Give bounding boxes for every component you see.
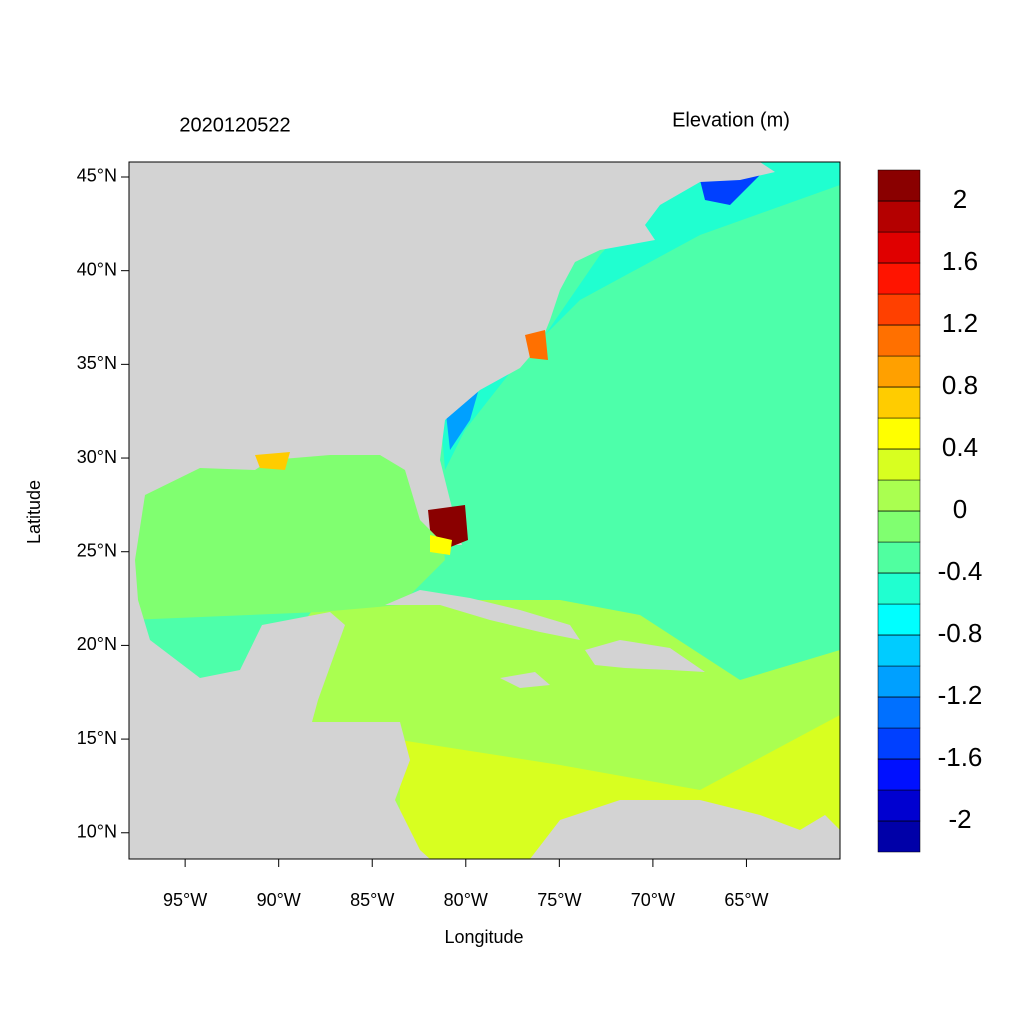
colorbar-label: -1.6 (938, 742, 983, 772)
colorbar-label: 1.2 (942, 308, 978, 338)
colorbar-box (877, 820, 921, 853)
colorbar-title: Elevation (m) (672, 109, 790, 131)
colorbar-box (877, 386, 921, 419)
surge-louisiana (255, 452, 290, 470)
colorbar-box (877, 696, 921, 729)
map-title: 2020120522 (179, 114, 290, 136)
x-tick-label: 75°W (537, 890, 581, 910)
y-axis-label: Latitude (24, 480, 44, 544)
colorbar-label: -0.8 (938, 618, 983, 648)
colorbar-label: 2 (953, 184, 967, 214)
hispaniola (585, 640, 705, 672)
colorbar-box (877, 417, 921, 450)
x-axis-label: Longitude (444, 927, 523, 947)
y-tick-label: 35°N (77, 353, 117, 373)
y-tick-label: 10°N (77, 822, 117, 842)
colorbar-box (877, 479, 921, 512)
colorbar-box (877, 510, 921, 543)
colorbar-label: -1.2 (938, 680, 983, 710)
colorbar-box (877, 200, 921, 233)
x-tick-label: 70°W (631, 890, 675, 910)
colorbar-label: 0 (953, 494, 967, 524)
colorbar-label: 0.4 (942, 432, 978, 462)
x-tick-label: 65°W (724, 890, 768, 910)
plot-frame (128, 161, 841, 860)
x-tick-label: 85°W (350, 890, 394, 910)
colorbar-box (877, 324, 921, 357)
cuba (385, 590, 580, 640)
colorbar-box (877, 603, 921, 636)
y-tick-label: 30°N (77, 447, 117, 467)
colorbar-box (877, 727, 921, 760)
gulf-of-mexico (129, 440, 445, 620)
colorbar-box (877, 789, 921, 822)
colorbar-box (877, 169, 921, 202)
y-tick-label: 40°N (77, 259, 117, 279)
y-tick-label: 15°N (77, 728, 117, 748)
south-america (530, 800, 840, 859)
colorbar-label: -0.4 (938, 556, 983, 586)
colorbar-box (877, 448, 921, 481)
y-tick-label: 20°N (77, 634, 117, 654)
x-tick-label: 90°W (257, 890, 301, 910)
colorbar-label: 0.8 (942, 370, 978, 400)
colorbar-box (877, 665, 921, 698)
colorbar-box (877, 572, 921, 605)
x-tick-label: 95°W (163, 890, 207, 910)
colorbar-label: -2 (948, 804, 971, 834)
jamaica (500, 672, 550, 688)
colorbar-box (877, 293, 921, 326)
x-tick-label: 80°W (444, 890, 488, 910)
y-tick-label: 45°N (77, 166, 117, 186)
colorbar-label: 1.6 (942, 246, 978, 276)
y-tick-label: 25°N (77, 540, 117, 560)
surge-florida-edge (430, 535, 452, 555)
colorbar-box (877, 231, 921, 264)
colorbar-box (877, 541, 921, 574)
colorbar-box (877, 758, 921, 791)
colorbar-box (877, 355, 921, 388)
surge-hatteras (525, 330, 548, 360)
colorbar-box (877, 634, 921, 667)
map-area (129, 162, 840, 859)
colorbar-box (877, 262, 921, 295)
